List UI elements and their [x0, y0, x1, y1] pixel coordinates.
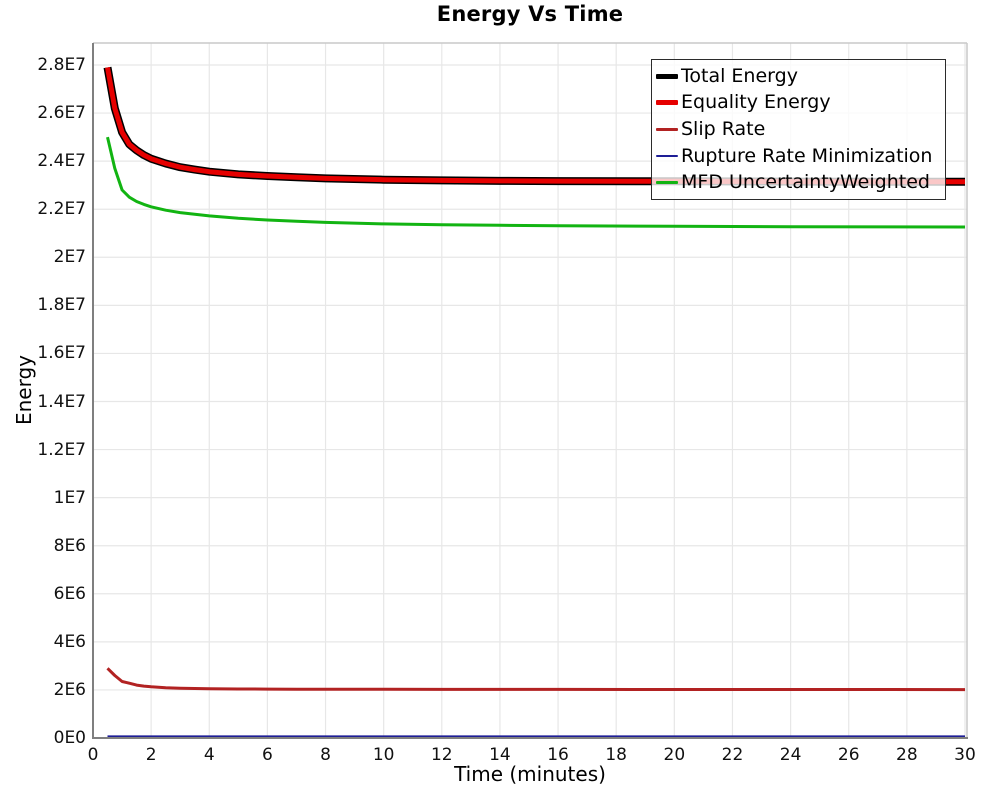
legend-item: MFD UncertaintyWeighted — [656, 173, 941, 192]
x-tick-label: 10 — [372, 745, 395, 765]
legend-line-swatch — [656, 154, 678, 158]
legend-item-label: Rupture Rate Minimization — [681, 144, 933, 167]
x-axis-title: Time (minutes) — [454, 762, 606, 786]
x-tick-label: 20 — [663, 745, 686, 765]
legend-item-label: Slip Rate — [681, 117, 766, 140]
x-tick-label: 8 — [320, 745, 331, 765]
chart-title: Energy Vs Time — [436, 2, 624, 26]
y-tick-label: 2.2E7 — [37, 199, 86, 220]
y-tick-label: 2.6E7 — [37, 103, 86, 124]
legend-item-label: Total Energy — [681, 64, 798, 87]
series-line-mfd-uncertaintyweighted — [106, 136, 966, 229]
legend-item-label: Equality Energy — [681, 91, 831, 114]
y-tick-label: 1E7 — [53, 487, 86, 508]
legend-line-swatch — [656, 181, 678, 184]
legend: Total Energy Equality Energy Slip Rate Rupt… — [651, 59, 946, 200]
y-tick-label: 2.8E7 — [37, 55, 86, 75]
y-tick-label: 1.6E7 — [37, 343, 86, 364]
legend-item-label: MFD UncertaintyWeighted — [681, 171, 930, 194]
legend-item: Total Energy — [656, 64, 941, 87]
y-tick-label: 6E6 — [53, 583, 86, 604]
x-tick-label: 16 — [547, 745, 569, 765]
legend-item: Equality Energy — [656, 93, 941, 112]
y-tick-label: 1.4E7 — [37, 391, 86, 412]
legend-line-swatch — [656, 73, 678, 79]
x-tick-label: 6 — [261, 745, 273, 765]
y-tick-label: 1.8E7 — [37, 295, 86, 316]
x-tick-label: 14 — [489, 745, 511, 765]
x-tick-label: 28 — [896, 745, 918, 765]
x-tick-label: 12 — [430, 745, 453, 765]
legend-item: Slip Rate — [656, 117, 941, 140]
legend-item: Rupture Rate Minimization — [656, 144, 941, 167]
series-line-slip-rate — [106, 667, 966, 692]
y-tick-label: 2E7 — [53, 247, 86, 268]
x-tick-label: 2 — [145, 745, 157, 765]
y-axis-title: Energy — [12, 354, 36, 426]
x-tick-label: 4 — [203, 745, 215, 765]
y-tick-label: 8E6 — [53, 535, 86, 556]
y-tick-label: 2.4E7 — [37, 151, 86, 172]
x-tick-label: 0 — [87, 745, 99, 765]
x-tick-label: 24 — [779, 745, 802, 765]
x-tick-label: 18 — [605, 745, 627, 765]
series-line-equality-energy — [105, 66, 966, 185]
y-tick-label: 1.2E7 — [37, 439, 86, 460]
legend-line-swatch — [656, 128, 678, 131]
y-tick-label: 4E6 — [53, 631, 86, 652]
y-tick-label: 2E6 — [53, 679, 86, 700]
y-tick-label: 0E0 — [53, 728, 86, 748]
x-tick-label: 22 — [721, 745, 744, 765]
x-tick-label: 26 — [837, 745, 860, 765]
x-tick-label: 30 — [954, 745, 976, 765]
legend-line-swatch — [656, 100, 678, 106]
